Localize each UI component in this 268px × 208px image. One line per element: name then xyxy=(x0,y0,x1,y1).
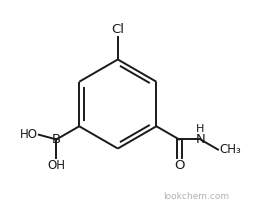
Text: B: B xyxy=(52,133,61,146)
Text: lookchem.com: lookchem.com xyxy=(163,192,229,201)
Text: HO: HO xyxy=(20,128,38,141)
Text: O: O xyxy=(174,159,184,172)
Text: CH₃: CH₃ xyxy=(219,143,241,156)
Text: H: H xyxy=(196,124,204,134)
Text: N: N xyxy=(196,133,205,146)
Text: Cl: Cl xyxy=(111,23,124,36)
Text: OH: OH xyxy=(47,159,65,172)
